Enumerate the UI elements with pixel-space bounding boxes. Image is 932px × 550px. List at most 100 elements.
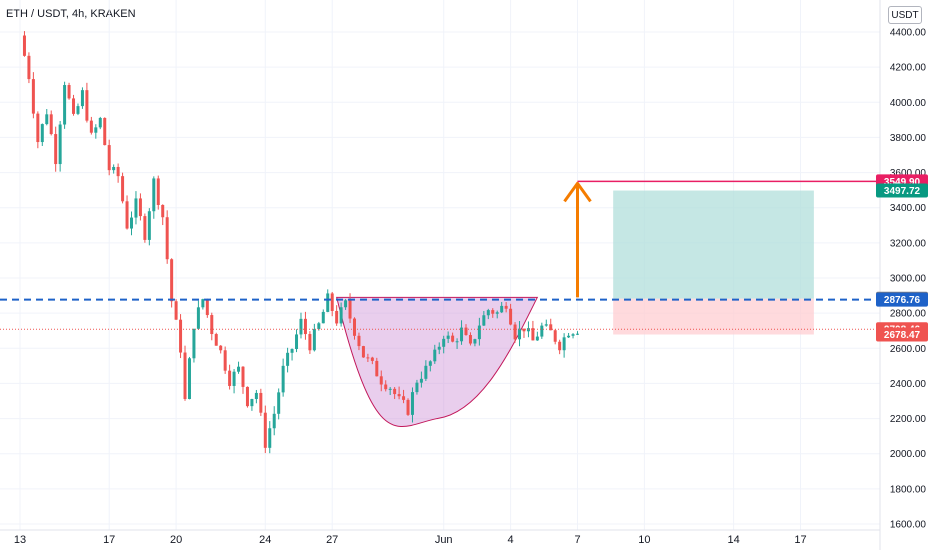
candle-body (424, 365, 428, 379)
y-tick-label: 2000.00 (890, 449, 927, 460)
candle-body (134, 198, 138, 218)
candle-body (460, 327, 464, 342)
candle-body (375, 360, 379, 377)
candle-body (237, 366, 241, 372)
candle-body (40, 124, 44, 143)
candle-body (156, 178, 160, 205)
candle-body (477, 325, 481, 340)
candle-body (535, 336, 539, 341)
y-tick-label: 2600.00 (890, 344, 927, 355)
currency-selector[interactable]: USDT (888, 6, 922, 24)
candle-body (348, 300, 352, 319)
candle-body (147, 211, 151, 240)
candle-body (22, 35, 26, 56)
candle-body (518, 328, 522, 340)
candle-body (335, 310, 339, 324)
candle-body (366, 357, 370, 359)
candle-body (495, 312, 499, 314)
candle-body (259, 392, 263, 413)
x-tick-label: 4 (508, 534, 514, 546)
candle-body (330, 293, 334, 311)
candle-body (143, 216, 147, 240)
candle-body (27, 55, 31, 80)
candles (22, 31, 579, 454)
price-label: 3549.90 (884, 177, 921, 188)
candle-body (89, 120, 93, 133)
candle-body (486, 310, 490, 316)
candle-body (513, 324, 517, 340)
candle-body (223, 350, 227, 371)
candle-body (179, 319, 183, 353)
candle-body (31, 79, 35, 114)
candle-body (85, 90, 89, 121)
candle-body (326, 293, 330, 312)
price-label: 2876.76 (884, 295, 921, 306)
candle-body (455, 341, 459, 343)
x-tick-label: 13 (14, 534, 26, 546)
profit-zone (613, 190, 814, 299)
candle-body (125, 201, 129, 229)
symbol-label: ETH / USDT, 4h, KRAKEN (6, 8, 136, 20)
candle-body (94, 127, 98, 133)
candle-body (103, 117, 107, 146)
candle-body (410, 392, 414, 415)
candle-body (245, 386, 249, 407)
candle-body (63, 85, 67, 125)
candle-body (321, 311, 325, 324)
price-label: 2678.47 (884, 330, 921, 341)
candle-body (76, 106, 80, 114)
y-tick-label: 4000.00 (890, 98, 927, 109)
candle-body (303, 318, 307, 335)
candle-body (36, 113, 40, 143)
candle-body (58, 124, 62, 165)
candle-body (272, 413, 276, 429)
candle-body (402, 396, 406, 400)
y-tick-label: 2800.00 (890, 309, 927, 320)
level-lines (0, 180, 880, 330)
candle-body (219, 345, 223, 351)
candle-body (339, 307, 343, 324)
candle-body (138, 198, 142, 217)
x-tick-label: Jun (435, 534, 453, 546)
candle-body (49, 114, 53, 135)
y-tick-label: 3000.00 (890, 274, 927, 285)
candle-body (562, 337, 566, 351)
y-tick-label: 3600.00 (890, 168, 927, 179)
y-tick-label: 1800.00 (890, 484, 927, 495)
candle-body (357, 335, 361, 347)
candle-body (482, 315, 486, 326)
y-tick-label: 3200.00 (890, 238, 927, 249)
candle-body (442, 338, 446, 347)
x-tick-label: 17 (794, 534, 806, 546)
candle-body (161, 204, 165, 218)
candle-body (446, 335, 450, 339)
candle-body (196, 307, 200, 329)
candle-body (183, 352, 187, 400)
candle-body (130, 217, 133, 229)
candle-body (214, 334, 218, 346)
candle-body (121, 176, 125, 202)
price-label: 3497.72 (884, 186, 921, 197)
candle-body (116, 166, 120, 177)
loss-zone (613, 298, 814, 335)
candle-body (384, 384, 388, 390)
candle-body (277, 392, 281, 414)
x-tick-label: 20 (170, 534, 182, 546)
candle-body (165, 217, 169, 260)
candle-body (415, 382, 419, 393)
candle-body (317, 323, 321, 330)
candle-body (107, 145, 111, 171)
candle-body (437, 346, 441, 350)
candle-body (254, 392, 258, 400)
time-axis: 13 17 20 24 27 Jun 4 7 10 14 17 (0, 529, 880, 546)
cup-shape (336, 296, 539, 427)
candle-body (232, 371, 236, 386)
candle-body (504, 305, 508, 309)
y-tick-label: 3800.00 (890, 133, 927, 144)
candle-body (491, 310, 495, 314)
candle-body (308, 334, 312, 351)
candle-body (98, 117, 102, 128)
candle-body (353, 318, 356, 336)
candle-body (192, 328, 196, 359)
